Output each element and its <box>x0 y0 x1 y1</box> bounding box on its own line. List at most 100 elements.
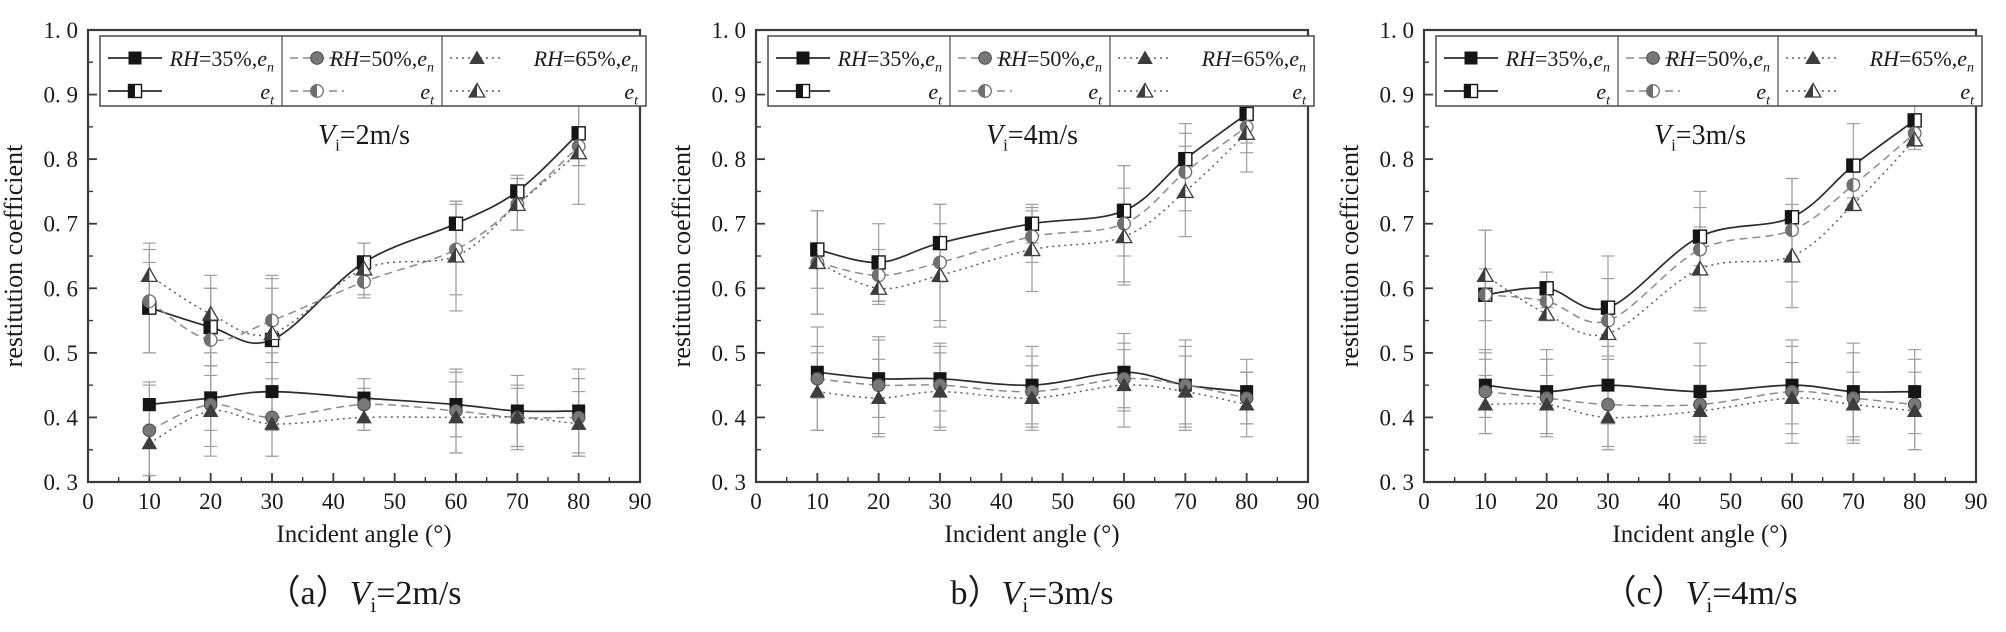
x-tick-label: 80 <box>1903 489 1926 514</box>
legend-label-et35: et <box>1596 79 1611 108</box>
x-tick-label: 30 <box>929 489 952 514</box>
inner-title: Vi=2m/s <box>318 120 410 155</box>
y-tick-label: 0. 9 <box>1380 83 1415 108</box>
y-tick-label: 0. 3 <box>44 470 79 495</box>
legend-label-en65: RH=65%,en <box>1869 46 1974 75</box>
y-tick-label: 0. 3 <box>712 470 747 495</box>
x-axis-label: Incident angle (°) <box>276 521 451 548</box>
y-tick-label: 0. 3 <box>1380 470 1415 495</box>
legend-label-et65: et <box>624 79 639 108</box>
y-tick-label: 0. 4 <box>1380 405 1415 430</box>
x-axis-label: Incident angle (°) <box>944 521 1119 548</box>
y-tick-label: 0. 5 <box>712 341 747 366</box>
chart-panel-b: 0 10 20 30 40 50 60 70 80 90 0. 3 0. 4 0. 5 0. 6 0. 7 0… <box>668 0 1336 632</box>
y-tick-label: 0. 7 <box>1380 212 1415 237</box>
axes: 0 10 20 30 40 50 60 70 80 90 0. 3 0. 4 0. 5 0. 6 0. 7 0… <box>1380 18 1988 514</box>
x-tick-label: 20 <box>867 489 890 514</box>
series-et50 <box>1478 126 1922 328</box>
x-tick-label: 10 <box>138 489 161 514</box>
x-tick-label: 60 <box>445 489 468 514</box>
x-tick-label: 10 <box>1474 489 1497 514</box>
legend-label-en35: RH=35%,en <box>1505 46 1610 75</box>
axes: 0 10 20 30 40 50 60 70 80 90 0. 3 0. 4 0. 5 0. 6 0. 7 0… <box>44 18 652 514</box>
series-et65 <box>1476 130 1924 341</box>
x-tick-label: 90 <box>1965 489 1988 514</box>
y-tick-label: 0. 4 <box>44 405 79 430</box>
x-tick-label: 80 <box>1235 489 1258 514</box>
legend-label-en35: RH=35%,en <box>837 46 942 75</box>
chart-svg-c: 0 10 20 30 40 50 60 70 80 90 0. 3 0. 4 0. 5 0. 6 0. 7 0… <box>1336 0 2004 632</box>
panel-caption: b）Vi=3m/s <box>951 574 1114 617</box>
chart-svg-b: 0 10 20 30 40 50 60 70 80 90 0. 3 0. 4 0. 5 0. 6 0. 7 0… <box>668 0 1336 632</box>
legend-label-en50: RH=50%,en <box>1665 46 1770 75</box>
x-tick-label: 80 <box>567 489 590 514</box>
legend-label-et35: et <box>928 79 943 108</box>
x-tick-label: 60 <box>1781 489 1804 514</box>
x-tick-label: 90 <box>629 489 652 514</box>
y-axis-label: restitution coefficient <box>668 144 696 367</box>
chart-svg-a: 0 10 20 30 40 50 60 70 80 90 0. 3 0. 4 0. 5 0. 6 0. 7 0… <box>0 0 668 632</box>
y-tick-label: 0. 4 <box>712 405 747 430</box>
series-et65 <box>808 124 1256 295</box>
x-tick-label: 0 <box>1418 489 1430 514</box>
x-tick-label: 50 <box>1719 489 1742 514</box>
x-tick-label: 70 <box>1842 489 1865 514</box>
y-tick-label: 1. 0 <box>44 18 79 43</box>
legend: RH=35%,en et RH=50%,en et RH=65%,en et <box>99 35 647 108</box>
y-tick-label: 0. 7 <box>44 212 79 237</box>
chart-panel-c: 0 10 20 30 40 50 60 70 80 90 0. 3 0. 4 0. 5 0. 6 0. 7 0… <box>1336 0 2004 632</box>
inner-title: Vi=4m/s <box>986 120 1078 155</box>
legend: RH=35%,en et RH=50%,en et RH=65%,en et <box>1435 35 1983 108</box>
series-en65 <box>1477 390 1923 424</box>
x-tick-label: 50 <box>1051 489 1074 514</box>
axes: 0 10 20 30 40 50 60 70 80 90 0. 3 0. 4 0. 5 0. 6 0. 7 0… <box>712 18 1320 514</box>
y-tick-label: 0. 5 <box>44 341 79 366</box>
y-tick-label: 0. 8 <box>1380 147 1415 172</box>
y-tick-label: 0. 6 <box>1380 276 1415 301</box>
y-tick-label: 0. 9 <box>44 83 79 108</box>
y-tick-label: 0. 9 <box>712 83 747 108</box>
chart-panel-a: 0 10 20 30 40 50 60 70 80 90 0. 3 0. 4 0. 5 0. 6 0. 7 0… <box>0 0 668 632</box>
x-tick-label: 70 <box>1174 489 1197 514</box>
panel-caption: （a）Vi=2m/s <box>266 574 461 617</box>
legend-label-en65: RH=65%,en <box>1201 46 1306 75</box>
legend-label-en50: RH=50%,en <box>329 46 434 75</box>
x-tick-label: 40 <box>990 489 1013 514</box>
legend-label-et65: et <box>1292 79 1307 108</box>
y-tick-label: 0. 6 <box>44 276 79 301</box>
inner-title: Vi=3m/s <box>1654 120 1746 155</box>
legend-label-en50: RH=50%,en <box>997 46 1102 75</box>
y-tick-label: 0. 8 <box>44 147 79 172</box>
legend-label-et50: et <box>420 79 435 108</box>
y-axis-label: restitution coefficient <box>0 144 28 367</box>
x-tick-label: 40 <box>322 489 345 514</box>
legend-label-et50: et <box>1756 79 1771 108</box>
series-en65 <box>809 377 1255 411</box>
series-et65 <box>140 143 588 341</box>
x-axis-label: Incident angle (°) <box>1612 521 1787 548</box>
legend-label-et50: et <box>1088 79 1103 108</box>
legend: RH=35%,en et RH=50%,en et RH=65%,en et <box>767 35 1315 108</box>
legend-label-et65: et <box>1960 79 1975 108</box>
y-tick-label: 0. 5 <box>1380 341 1415 366</box>
legend-label-et35: et <box>260 79 275 108</box>
x-tick-label: 60 <box>1113 489 1136 514</box>
y-tick-label: 1. 0 <box>712 18 747 43</box>
series-et35 <box>810 106 1254 270</box>
panel-caption: （c）Vi=4m/s <box>1602 574 1797 617</box>
x-tick-label: 70 <box>506 489 529 514</box>
legend-label-en65: RH=65%,en <box>533 46 638 75</box>
y-axis-label: restitution coefficient <box>1336 144 1364 367</box>
y-tick-label: 0. 6 <box>712 276 747 301</box>
y-tick-label: 0. 7 <box>712 212 747 237</box>
x-tick-label: 0 <box>750 489 762 514</box>
x-tick-label: 0 <box>82 489 94 514</box>
series-en65 <box>141 403 587 450</box>
x-tick-label: 50 <box>383 489 406 514</box>
x-tick-label: 10 <box>806 489 829 514</box>
x-tick-label: 20 <box>199 489 222 514</box>
x-tick-label: 30 <box>261 489 284 514</box>
y-tick-label: 0. 8 <box>712 147 747 172</box>
x-tick-label: 90 <box>1297 489 1320 514</box>
